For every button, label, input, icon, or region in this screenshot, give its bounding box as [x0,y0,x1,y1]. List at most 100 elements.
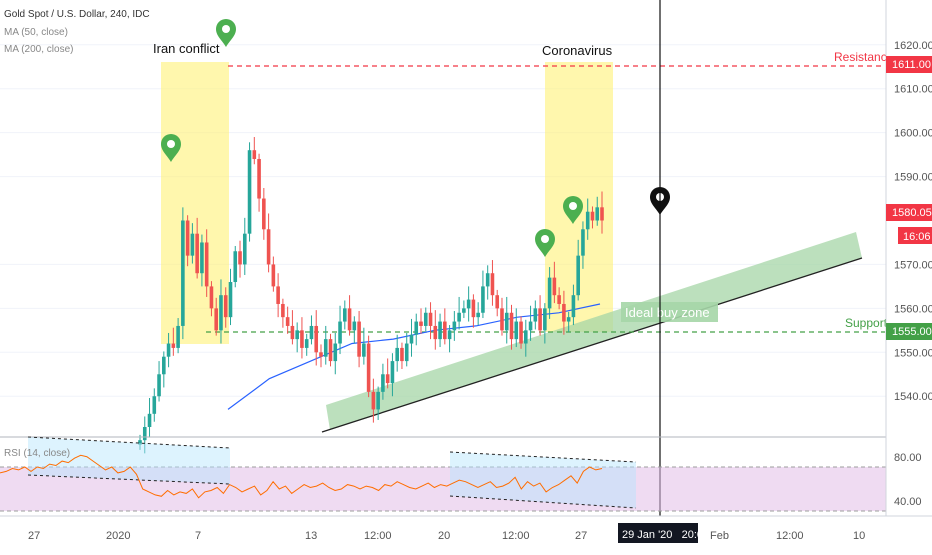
candle-body [509,312,514,340]
candle-body [466,299,471,309]
candle-body [576,255,580,296]
candle-body [281,303,285,318]
candle-body [181,220,185,326]
candle-body [138,440,142,445]
candle-body [366,343,371,392]
time-tick: 12:00 [502,530,530,542]
candle-body [238,251,242,265]
candle-body [390,361,395,384]
grid [0,44,886,397]
candle-body [471,299,476,318]
candle-body [209,286,214,309]
candle-body [523,330,528,344]
candle-body [147,413,152,427]
candle-body [423,312,428,326]
candle-body [262,198,266,230]
price-tick: 1600.00 [894,128,932,140]
candle-body [347,308,352,331]
candle-body [271,264,276,287]
candle-body [585,211,590,230]
candle-body [319,352,323,357]
candle-body [357,321,361,357]
candle-body [428,312,433,326]
rsi-trend-line [449,451,637,463]
price-tick: 1620.00 [894,40,932,52]
candle-body [490,273,495,296]
map-pin-icon[interactable] [161,134,181,162]
last-price-label: 1580.05 [892,207,932,219]
rsi-tick-40: 40.00 [894,496,922,508]
candle-body [376,391,380,410]
candle-body [185,220,190,256]
candle-body [533,308,538,322]
rsi-tick-80: 80.00 [894,452,922,464]
candle-body [314,325,319,353]
time-tick: 2020 [106,530,130,542]
candle-body [547,277,552,309]
crosshair-time-label: 29 Jan '20 20:00 [622,529,709,541]
candle-body [362,343,366,357]
ideal-buy-zone-box [621,302,718,322]
candle-body [443,321,447,340]
price-axis-ticks: 1620.00 1610.00 1600.00 1590.00 1570.00 1560.… [894,40,932,403]
candle-body [276,286,280,304]
candle-body [247,150,252,234]
candle-body [166,343,171,357]
rsi-channel-right [450,452,636,508]
symbol-title[interactable]: Gold Spot / U.S. Dollar, 240, IDC [4,9,150,20]
time-tick: 27 [28,530,40,542]
candle-body [228,282,233,318]
candle-body [595,207,600,221]
rsi-legend[interactable]: RSI (14, close) [4,448,71,459]
candle-body [214,308,219,331]
candle-body [233,251,238,283]
ma50-legend[interactable]: MA (50, close) [4,27,68,38]
candle-body [190,233,195,256]
candle-body [504,312,509,331]
candle-body [162,356,166,375]
candle-body [290,325,295,340]
countdown-tag [898,227,932,244]
map-pin-icon[interactable] [535,229,555,257]
candle-body [419,321,423,326]
candle-body [409,334,414,344]
resistance-price-tag [886,56,932,73]
candle-body [457,312,461,322]
candle-body [438,321,442,340]
candle-body [514,321,519,340]
support-price-tag [886,323,932,340]
rsi-channel-left [28,437,230,484]
candle-body [495,295,500,309]
support-label: Support [845,316,888,330]
candle-body [176,325,180,348]
candle-body [519,321,523,344]
candle-body [333,343,338,362]
map-pin-icon[interactable] [563,196,583,224]
ma200-legend[interactable]: MA (200, close) [4,44,74,55]
time-tick: 10 [853,530,865,542]
candle-body [242,233,247,265]
candle-body [381,374,385,392]
candle-body [414,321,419,335]
candle-body [481,286,485,313]
candle-body [543,308,547,331]
map-pin-icon[interactable] [216,19,236,47]
price-tick: 1590.00 [894,172,932,184]
time-tick: 12:00 [364,530,392,542]
candle-body [152,396,157,414]
candle-body [395,347,399,362]
countdown-label: 16:06 [903,231,931,243]
time-axis[interactable] [0,516,932,550]
candle-body [285,317,290,326]
candle-body [171,343,176,348]
candle-body [590,211,595,221]
candle-body [142,427,147,441]
price-axis[interactable] [886,0,932,516]
rsi-trend-line [27,474,231,485]
time-tick: Feb [710,530,729,542]
candle-body [371,391,376,410]
candle-body [195,233,199,274]
candle-body [566,317,571,322]
